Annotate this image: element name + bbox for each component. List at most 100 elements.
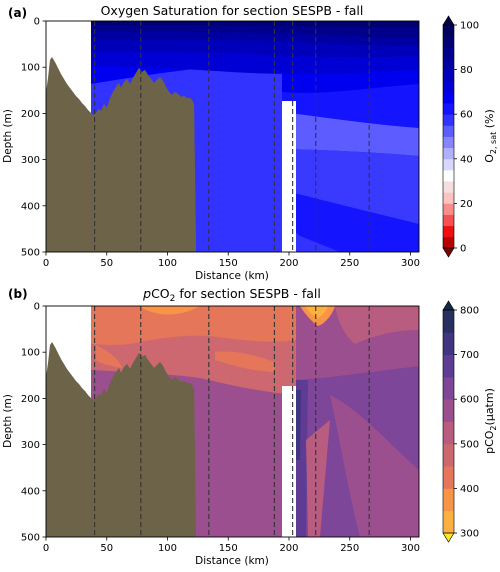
colorbar-swatch-a-3	[443, 214, 454, 227]
panel-b-frame	[45, 305, 420, 538]
panel-a-colorbar: 0 20 40 60 80 100	[442, 15, 479, 258]
colorbar-swatch-b-1	[443, 510, 454, 534]
colorbar-swatch-a-7	[443, 169, 454, 182]
colorbar-swatch-b-9	[443, 332, 454, 355]
panel-a-frame	[45, 20, 420, 253]
pco2-band-400-450	[91, 306, 296, 345]
y-tick-label-b-3: 300	[21, 440, 40, 451]
y-tick-label-a-2: 200	[21, 109, 40, 120]
pco2-band-500-550-right2	[360, 330, 419, 360]
colorbar-swatch-a-11	[443, 125, 454, 137]
panel-b: (b) pCO2 for section SESPB - fall	[2, 286, 498, 567]
panel-a-plot	[46, 21, 419, 252]
panel-a-y-label: Depth (m)	[2, 109, 14, 163]
x-tick-label-a-6: 300	[401, 258, 420, 269]
colorbar-swatch-a-1	[443, 236, 454, 249]
colorbar-swatch-b-3	[443, 466, 454, 489]
panel-b-seafloor-front	[46, 342, 196, 537]
x-tick-label-a-1: 50	[100, 258, 113, 269]
colorbar-tick-label-b-5: 800	[460, 306, 479, 317]
colorbar-swatch-a-15	[443, 80, 454, 93]
panel-a-colorbar-label: O2, sat (%)	[483, 109, 498, 163]
panel-a-seafloor-front	[46, 57, 196, 252]
panel-b-colorbar-label: pCO2(µatm)	[483, 388, 498, 454]
x-tick-label-b-6: 300	[401, 543, 420, 554]
pco2-band-300-350	[305, 306, 328, 318]
y-tick-label-b-4: 400	[21, 486, 40, 497]
panel-a-x-label: Distance (km)	[195, 270, 269, 282]
y-tick-label-b-0: 0	[34, 302, 40, 313]
x-tick-label-a-4: 200	[279, 258, 298, 269]
panel-a-y-axis: 0 100 200 300 400 500	[21, 17, 46, 259]
o2-band-95-100	[91, 21, 419, 28]
y-tick-label-b-1: 100	[21, 348, 40, 359]
colorbar-extend-bottom-a	[442, 247, 455, 258]
y-tick-label-b-5: 500	[21, 533, 40, 544]
panel-a: (a) Oxygen Saturation for section SESPB …	[2, 3, 498, 282]
panel-a-x-axis: 0 50 100 150 200 250 300	[43, 252, 420, 269]
colorbar-swatch-b-2	[443, 488, 454, 512]
colorbar-tick-label-a-2: 40	[460, 154, 473, 165]
colorbar-tick-label-b-0: 300	[460, 529, 479, 540]
pco2-band-fan	[306, 420, 330, 537]
colorbar-tick-label-a-1: 20	[460, 199, 473, 210]
colorbar-swatch-a-12	[443, 114, 454, 126]
x-tick-label-b-1: 50	[100, 543, 113, 554]
panel-b-label: (b)	[8, 287, 28, 301]
pco2-band-350-400	[140, 306, 200, 315]
panel-a-stations	[94, 21, 370, 252]
x-tick-label-a-3: 150	[219, 258, 238, 269]
panel-b-gap	[282, 386, 296, 537]
x-tick-label-a-2: 100	[158, 258, 177, 269]
y-tick-label-a-0: 0	[34, 17, 40, 28]
colorbar-swatch-a-5	[443, 192, 454, 204]
y-tick-label-a-1: 100	[21, 63, 40, 74]
colorbar-extend-bottom-b	[442, 532, 455, 543]
colorbar-tick-label-a-0: 0	[460, 244, 466, 255]
colorbar-swatch-a-16	[443, 69, 454, 82]
y-tick-label-a-5: 500	[21, 248, 40, 259]
pco2-band-400-450-mid	[96, 345, 122, 368]
panel-b-y-axis: 0 100 200 300 400 500	[21, 302, 46, 544]
colorbar-swatch-b-8	[443, 354, 454, 378]
panel-b-x-label: Distance (km)	[195, 555, 269, 567]
colorbar-swatch-a-17	[443, 58, 454, 70]
x-tick-label-b-4: 200	[279, 543, 298, 554]
x-tick-label-b-0: 0	[43, 543, 49, 554]
pco2-band-650-700	[296, 390, 301, 460]
colorbar-swatch-b-6	[443, 399, 454, 422]
colorbar-swatch-a-8	[443, 158, 454, 171]
colorbar-tick-label-a-5: 100	[460, 21, 479, 32]
colorbar-tick-label-a-3: 60	[460, 110, 473, 121]
panel-b-stations	[94, 306, 370, 537]
colorbar-swatch-a-6	[443, 181, 454, 193]
panel-b-colorbar: 300 400 500 600 700 800	[442, 300, 479, 543]
colorbar-tick-label-b-2: 500	[460, 439, 479, 450]
colorbar-tick-label-b-4: 700	[460, 350, 479, 361]
x-tick-label-b-2: 100	[158, 543, 177, 554]
colorbar-swatch-a-19	[443, 36, 454, 48]
colorbar-swatch-a-10	[443, 136, 454, 149]
colorbar-swatch-a-4	[443, 203, 454, 215]
colorbar-extend-top-a	[442, 15, 455, 26]
colorbar-swatch-b-5	[443, 421, 454, 445]
y-tick-label-a-4: 400	[21, 201, 40, 212]
pco2-band-400-450-mid2	[215, 351, 275, 372]
colorbar-swatch-a-14	[443, 91, 454, 104]
colorbar-swatch-b-4	[443, 443, 454, 467]
x-tick-label-a-0: 0	[43, 258, 49, 269]
colorbar-swatch-a-9	[443, 147, 454, 160]
panel-b-x-axis: 0 50 100 150 200 250 300	[43, 537, 420, 554]
panel-b-y-label: Depth (m)	[2, 394, 14, 448]
colorbar-swatch-a-2	[443, 225, 454, 238]
colorbar-extend-top-b	[442, 300, 455, 311]
pco2-band-450-500-right	[335, 306, 419, 344]
colorbar-swatch-b-7	[443, 376, 454, 400]
colorbar-swatch-a-20	[443, 25, 454, 37]
panel-b-title: pCO2 for section SESPB - fall	[142, 286, 321, 304]
colorbar-tick-label-a-4: 80	[460, 65, 473, 76]
panel-a-gap	[282, 101, 296, 252]
colorbar-frame-a	[442, 24, 455, 249]
panel-b-plot	[46, 306, 419, 537]
